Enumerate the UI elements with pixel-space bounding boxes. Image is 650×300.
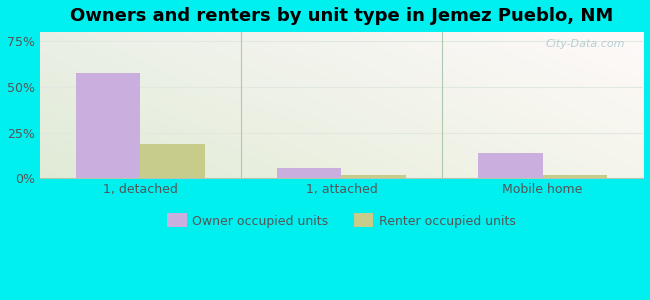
Bar <box>543 175 607 178</box>
Title: Owners and renters by unit type in Jemez Pueblo, NM: Owners and renters by unit type in Jemez… <box>70 7 613 25</box>
Bar <box>76 73 140 178</box>
Text: City-Data.com: City-Data.com <box>545 39 625 50</box>
Bar <box>478 153 543 178</box>
Legend: Owner occupied units, Renter occupied units: Owner occupied units, Renter occupied un… <box>162 211 521 233</box>
Bar <box>277 168 341 178</box>
Bar <box>341 175 406 178</box>
Bar <box>140 144 205 178</box>
